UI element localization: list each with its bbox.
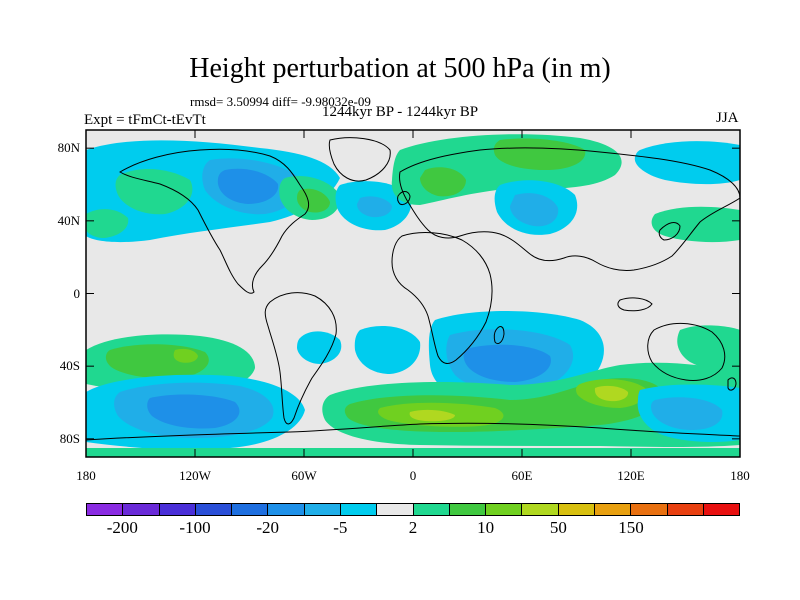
lat-tick-label: 0 <box>73 285 81 301</box>
contour-region <box>651 206 740 243</box>
colorbar-swatch <box>268 504 305 515</box>
colorbar-swatch <box>340 504 378 515</box>
coastline-antarctica <box>86 422 740 441</box>
coastlines <box>86 137 740 441</box>
coastline-uk <box>397 191 411 205</box>
colorbar-swatch <box>449 504 487 515</box>
colorbar-tick-label: -5 <box>333 518 348 537</box>
colorbar-swatch <box>667 504 704 515</box>
colorbar-swatch <box>703 504 740 515</box>
coastline-australia <box>647 323 726 381</box>
season-label: JJA <box>716 110 739 126</box>
lon-tick-label: 120W <box>179 468 211 483</box>
lon-tick-label: 180 <box>730 468 750 483</box>
contour-fill-layer <box>86 134 740 457</box>
contour-region <box>420 167 466 197</box>
colorbar-swatch <box>558 504 595 515</box>
contour-region <box>463 344 551 382</box>
contour-region <box>86 209 129 238</box>
coastline-africa <box>391 232 493 364</box>
colorbar-tick-label: -20 <box>256 518 279 537</box>
colorbar-tick-label: -100 <box>179 518 211 537</box>
colorbar-tick-label: 150 <box>618 518 644 537</box>
period-label: 1244kyr BP - 1244kyr BP <box>322 104 479 120</box>
colorbar-swatch <box>377 504 414 515</box>
colorbar-swatch <box>195 504 233 515</box>
lon-tick-label: 180 <box>76 468 96 483</box>
colorbar-swatch <box>413 504 450 515</box>
colorbar-swatch <box>522 504 559 515</box>
coastline-greenland <box>328 137 391 182</box>
contour-region <box>409 409 455 422</box>
lat-tick-label: 80S <box>59 430 80 446</box>
axis-ticks <box>85 130 741 457</box>
contour-region <box>297 188 330 213</box>
colorbar-swatch <box>486 504 523 515</box>
rmsd-diff-annotation: rmsd= 3.50994 diff= -9.98032e-09 <box>190 94 371 109</box>
contour-region <box>634 141 740 185</box>
coastline-indonesia <box>617 297 653 312</box>
colorbar-swatch <box>87 504 124 515</box>
lat-tick-label: 40S <box>59 358 80 374</box>
lon-tick-label: 60W <box>291 468 317 483</box>
colorbar-tick-label: -200 <box>106 518 138 537</box>
lon-tick-label: 120E <box>617 468 645 483</box>
plot-title: Height perturbation at 500 hPa (in m) <box>189 53 611 84</box>
colorbar-swatch <box>631 504 668 515</box>
experiment-label: Expt = tFmCt-tEvTt <box>84 112 206 128</box>
colorbar <box>86 503 740 516</box>
colorbar-tick-label: 10 <box>477 518 495 537</box>
contour-region <box>147 394 240 429</box>
coastline-south-america <box>264 292 337 425</box>
colorbar-swatch <box>232 504 269 515</box>
coastline-japan <box>658 222 681 241</box>
colorbar-swatch <box>123 504 160 515</box>
contour-region <box>217 168 279 204</box>
contour-region <box>594 385 629 402</box>
coastline-new-zealand <box>727 377 737 391</box>
coastline-north-america <box>119 148 310 294</box>
lat-tick-label: 80N <box>57 140 80 156</box>
contour-region <box>357 196 392 218</box>
colorbar-swatch <box>304 504 341 515</box>
colorbar-swatch <box>594 504 632 515</box>
contour-region <box>297 331 342 364</box>
contour-region <box>510 193 559 227</box>
contour-region <box>115 168 193 215</box>
colorbar-swatch <box>159 504 196 515</box>
coastline-eurasia <box>399 147 740 271</box>
coastline-madagascar <box>493 326 505 345</box>
lat-tick-label: 40N <box>57 212 80 228</box>
contour-region <box>354 326 421 374</box>
contour-region <box>173 348 198 363</box>
contour-region <box>493 138 586 170</box>
lon-tick-label: 60E <box>511 468 533 483</box>
contour-region <box>651 397 723 430</box>
colorbar-tick-label: 2 <box>408 518 418 537</box>
lon-tick-label: 0 <box>409 468 417 483</box>
colorbar-tick-label: 50 <box>549 518 567 537</box>
